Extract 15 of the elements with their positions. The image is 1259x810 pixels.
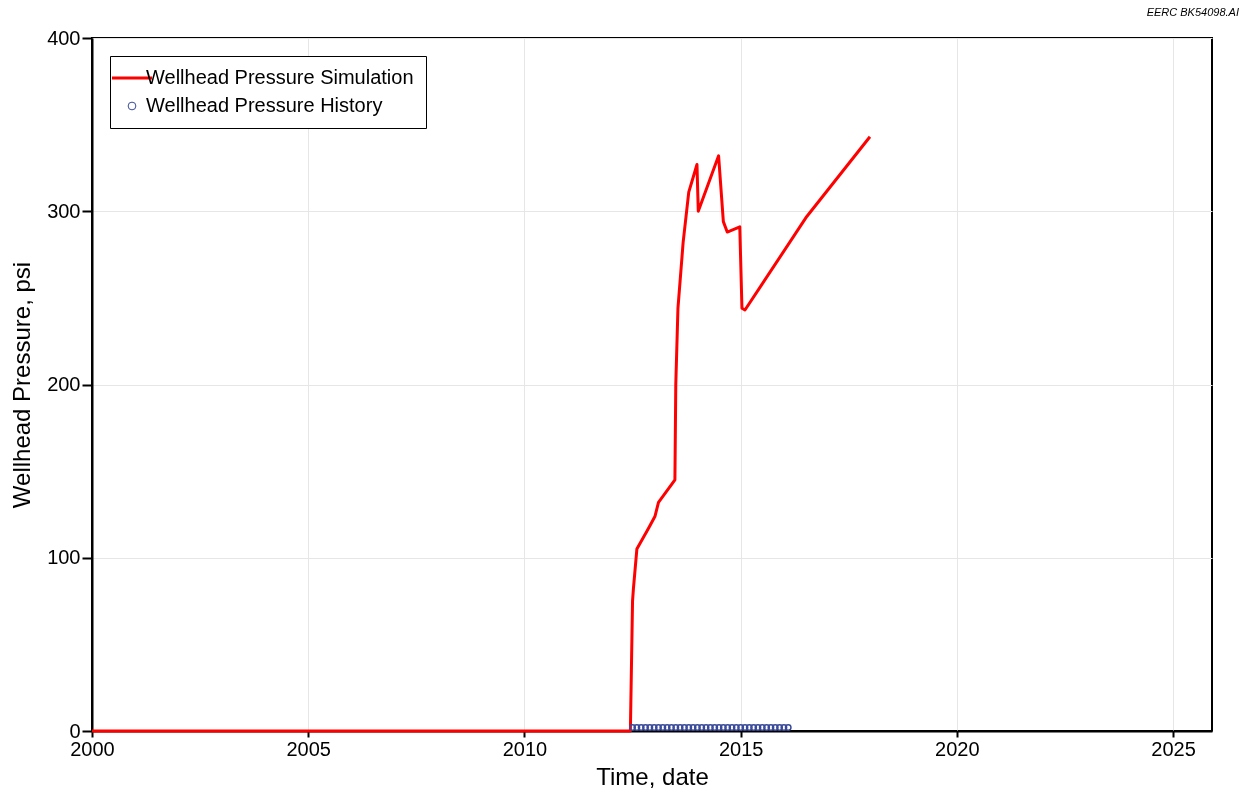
x-axis-title: Time, date <box>596 762 709 790</box>
y-tick-label: 300 <box>47 199 81 222</box>
legend-label: Wellhead Pressure Simulation <box>146 66 414 88</box>
legend-label: Wellhead Pressure History <box>146 94 383 116</box>
text: EERC BK54098.AI <box>1146 6 1239 18</box>
y-tick-label: 200 <box>47 373 81 395</box>
x-tick-label: 2025 <box>1151 737 1196 760</box>
y-tick-label: 400 <box>47 26 81 49</box>
x-tick-label: 2020 <box>935 737 980 760</box>
y-axis-title: Wellhead Pressure, psi <box>8 261 36 509</box>
x-tick-label: 2005 <box>286 737 331 760</box>
x-tick-label: 2015 <box>718 737 764 760</box>
y-tick-label: 100 <box>47 546 81 569</box>
line-series <box>90 135 872 733</box>
x-tick-label: 2010 <box>502 737 548 760</box>
